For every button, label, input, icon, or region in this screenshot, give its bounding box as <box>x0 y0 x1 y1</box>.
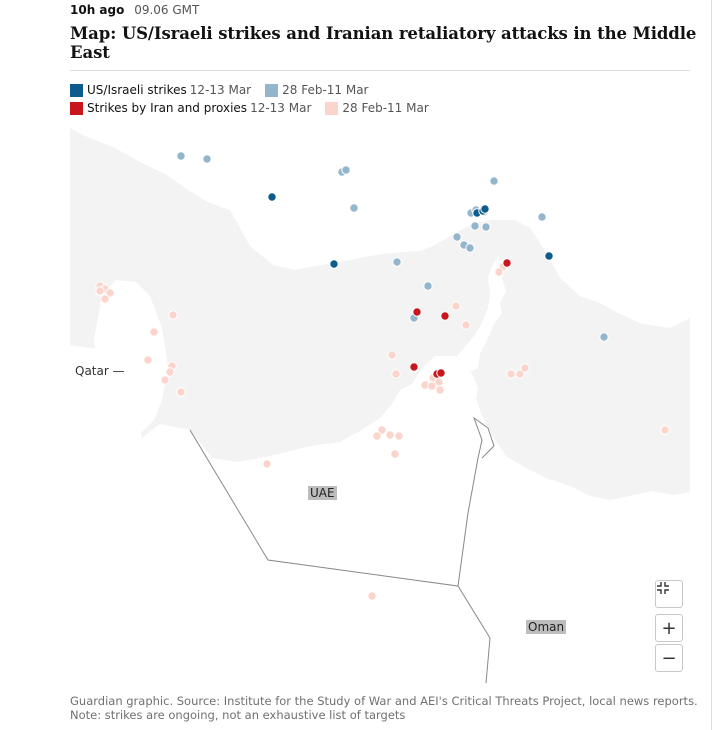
border-uae-oman <box>472 416 495 459</box>
marker-iran-earlier <box>176 387 186 397</box>
marker-iran-recent <box>412 307 422 317</box>
marker-us-earlier <box>599 332 609 342</box>
page-edge-line <box>711 0 712 730</box>
divider <box>70 70 690 71</box>
label-qatar: Qatar — <box>75 364 125 378</box>
marker-iran-earlier <box>143 355 153 365</box>
marker-iran-earlier <box>391 369 401 379</box>
marker-iran-earlier <box>385 430 395 440</box>
timestamp-relative: 10h ago <box>70 3 125 17</box>
land-arabia <box>70 345 690 683</box>
marker-iran-earlier <box>427 381 437 391</box>
marker-iran-recent <box>502 258 512 268</box>
fullscreen-exit-icon <box>657 582 669 594</box>
marker-us-earlier <box>349 203 359 213</box>
marker-us-earlier <box>452 232 462 242</box>
marker-iran-earlier <box>95 286 105 296</box>
strike-markers <box>95 151 670 601</box>
marker-us-earlier <box>537 212 547 222</box>
legend-date-iran-recent: 12-13 Mar <box>250 101 312 115</box>
marker-iran-earlier <box>506 369 516 379</box>
marker-iran-earlier <box>377 425 387 435</box>
legend-swatch-iran-recent <box>70 101 83 115</box>
marker-iran-earlier <box>372 431 382 441</box>
legend-swatch-us-recent <box>70 83 83 97</box>
timestamp-time: 09.06 GMT <box>134 3 200 17</box>
legend-swatch-us-earlier <box>265 83 279 97</box>
label-uae: UAE <box>308 486 337 500</box>
marker-iran-earlier <box>451 301 461 311</box>
legend-row-iran: Strikes by Iran and proxies 12-13 Mar 28… <box>70 99 443 117</box>
marker-iran-recent <box>409 362 419 372</box>
marker-iran-earlier <box>262 459 272 469</box>
marker-us-recent <box>329 259 339 269</box>
marker-iran-earlier <box>494 267 504 277</box>
marker-us-earlier <box>392 257 402 267</box>
land-iran <box>70 128 690 328</box>
marker-us-earlier <box>465 243 475 253</box>
legend-date-us-recent: 12-13 Mar <box>189 83 252 97</box>
marker-iran-earlier <box>390 449 400 459</box>
marker-iran-earlier <box>149 327 159 337</box>
marker-iran-earlier <box>367 591 377 601</box>
map-canvas <box>70 128 690 683</box>
marker-us-recent <box>267 192 277 202</box>
land-musandam <box>454 256 506 374</box>
marker-us-earlier <box>423 281 433 291</box>
marker-us-earlier <box>202 154 212 164</box>
marker-iran-recent <box>436 368 446 378</box>
marker-us-earlier <box>341 165 351 175</box>
marker-us-earlier <box>481 222 491 232</box>
label-oman: Oman <box>526 620 567 634</box>
label-qatar-text: Qatar <box>75 364 109 378</box>
marker-iran-earlier <box>165 367 175 377</box>
page-title: Map: US/Israeli strikes and Iranian reta… <box>70 24 697 62</box>
marker-iran-earlier <box>100 294 110 304</box>
timestamp: 10h ago 09.06 GMT <box>70 3 199 17</box>
legend-date-us-earlier: 28 Feb-11 Mar <box>282 83 369 97</box>
marker-iran-earlier <box>105 288 115 298</box>
legend-swatch-iran-earlier <box>325 101 339 115</box>
legend-date-iran-earlier: 28 Feb-11 Mar <box>342 101 429 115</box>
marker-us-earlier <box>470 221 480 231</box>
legend-label-iran: Strikes by Iran and proxies <box>87 101 248 115</box>
marker-iran-recent <box>440 311 450 321</box>
border-oman-saudi <box>457 585 491 683</box>
fullscreen-exit-button[interactable] <box>655 580 683 608</box>
legend: US/Israeli strikes 12-13 Mar 28 Feb-11 M… <box>70 81 443 117</box>
marker-us-earlier <box>489 176 499 186</box>
marker-iran-earlier <box>515 369 525 379</box>
marker-iran-earlier <box>520 363 530 373</box>
footnote: Guardian graphic. Source: Institute for … <box>70 694 698 722</box>
legend-label-us-israeli: US/Israeli strikes <box>87 83 187 97</box>
marker-iran-earlier <box>435 385 445 395</box>
legend-row-us-israeli: US/Israeli strikes 12-13 Mar 28 Feb-11 M… <box>70 81 443 99</box>
marker-iran-earlier <box>160 375 170 385</box>
map[interactable]: Qatar — UAE Oman + − <box>70 128 690 683</box>
marker-us-earlier <box>176 151 186 161</box>
marker-us-recent <box>544 251 554 261</box>
marker-iran-earlier <box>660 425 670 435</box>
land-qatar <box>94 280 168 432</box>
marker-iran-earlier <box>394 431 404 441</box>
marker-iran-earlier <box>461 320 471 330</box>
marker-us-recent <box>480 204 490 214</box>
marker-iran-earlier <box>168 310 178 320</box>
marker-iran-earlier <box>387 350 397 360</box>
zoom-in-button[interactable]: + <box>655 614 683 642</box>
zoom-out-button[interactable]: − <box>655 644 683 672</box>
